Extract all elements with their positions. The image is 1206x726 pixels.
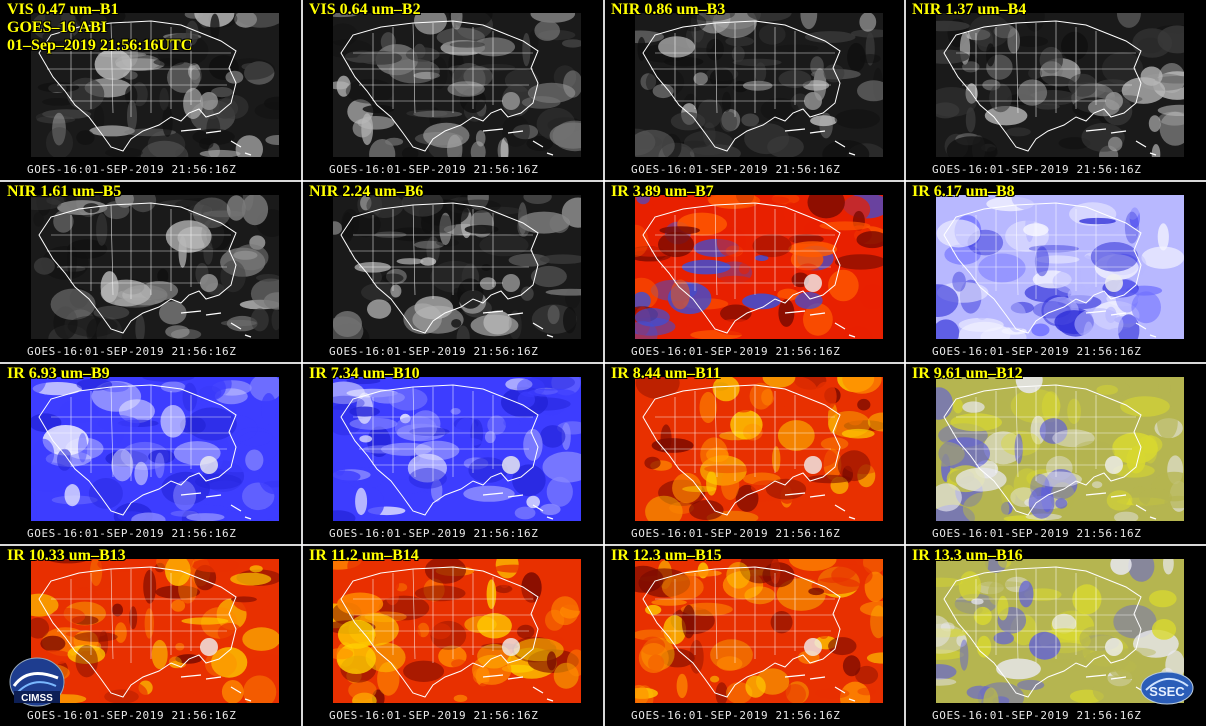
panel-footer-timestamp: GOES-16:01-SEP-2019 21:56:16Z (932, 709, 1142, 722)
band-label: NIR 1.61 um–B5 (7, 183, 122, 200)
band-label: IR 8.44 um–B11 (611, 365, 721, 382)
satellite-image (31, 377, 279, 521)
band-label: VIS 0.47 um–B1 (7, 1, 119, 18)
satellite-image (936, 13, 1184, 157)
panel-footer-timestamp: GOES-16:01-SEP-2019 21:56:16Z (932, 345, 1142, 358)
satellite-panel: NIR 1.37 um–B4 GOES-16:01-SEP-2019 21:56:… (906, 1, 1204, 179)
satellite-panel: IR 7.34 um–B10 GOES-16:01-SEP-2019 21:56:… (303, 365, 601, 543)
panel-footer-timestamp: GOES-16:01-SEP-2019 21:56:16Z (932, 527, 1142, 540)
satellite-image (635, 377, 883, 521)
svg-text:SSEC: SSEC (1149, 684, 1185, 699)
panel-footer-timestamp: GOES-16:01-SEP-2019 21:56:16Z (27, 527, 237, 540)
panel-divider (301, 0, 303, 726)
satellite-image (635, 195, 883, 339)
band-label: IR 12.3 um–B15 (611, 547, 722, 564)
panel-footer-timestamp: GOES-16:01-SEP-2019 21:56:16Z (631, 345, 841, 358)
panel-footer-timestamp: GOES-16:01-SEP-2019 21:56:16Z (932, 163, 1142, 176)
panel-footer-timestamp: GOES-16:01-SEP-2019 21:56:16Z (631, 709, 841, 722)
satellite-image (333, 559, 581, 703)
satellite-panel: NIR 1.61 um–B5 GOES-16:01-SEP-2019 21:56:… (1, 183, 299, 361)
satellite-panel: IR 11.2 um–B14 GOES-16:01-SEP-2019 21:56:… (303, 547, 601, 725)
panel-footer-timestamp: GOES-16:01-SEP-2019 21:56:16Z (329, 163, 539, 176)
panel-footer-timestamp: GOES-16:01-SEP-2019 21:56:16Z (329, 345, 539, 358)
satellite-name-label: GOES–16 ABI (7, 19, 108, 36)
satellite-image (936, 195, 1184, 339)
satellite-image (635, 13, 883, 157)
satellite-panel: IR 6.17 um–B8 GOES-16:01-SEP-2019 21:56:1… (906, 183, 1204, 361)
band-label: IR 6.17 um–B8 (912, 183, 1015, 200)
band-label: NIR 0.86 um–B3 (611, 1, 726, 18)
cimss-logo: CIMSS (8, 656, 66, 708)
satellite-panel: IR 6.93 um–B9 GOES-16:01-SEP-2019 21:56:1… (1, 365, 299, 543)
satellite-panel: IR 13.3 um–B16 GOES-16:01-SEP-2019 21:56:… (906, 547, 1204, 725)
panel-footer-timestamp: GOES-16:01-SEP-2019 21:56:16Z (329, 527, 539, 540)
satellite-panel: VIS 0.64 um–B2 GOES-16:01-SEP-2019 21:56:… (303, 1, 601, 179)
satellite-panel: IR 12.3 um–B15 GOES-16:01-SEP-2019 21:56:… (605, 547, 903, 725)
svg-text:CIMSS: CIMSS (21, 693, 53, 704)
panel-divider (603, 0, 605, 726)
panel-footer-timestamp: GOES-16:01-SEP-2019 21:56:16Z (27, 163, 237, 176)
timestamp-label: 01–Sep–2019 21:56:16UTC (7, 37, 193, 54)
band-label: IR 13.3 um–B16 (912, 547, 1023, 564)
satellite-panel: NIR 0.86 um–B3 GOES-16:01-SEP-2019 21:56:… (605, 1, 903, 179)
panel-footer-timestamp: GOES-16:01-SEP-2019 21:56:16Z (27, 345, 237, 358)
satellite-panel: IR 3.89 um–B7 GOES-16:01-SEP-2019 21:56:1… (605, 183, 903, 361)
satellite-panel: IR 8.44 um–B11 GOES-16:01-SEP-2019 21:56:… (605, 365, 903, 543)
satellite-panel: NIR 2.24 um–B6 GOES-16:01-SEP-2019 21:56:… (303, 183, 601, 361)
panel-footer-timestamp: GOES-16:01-SEP-2019 21:56:16Z (631, 527, 841, 540)
satellite-image (31, 13, 279, 157)
ssec-logo: SSEC (1138, 666, 1196, 706)
satellite-image (333, 13, 581, 157)
satellite-image (31, 195, 279, 339)
band-label: IR 9.61 um–B12 (912, 365, 1023, 382)
band-label: IR 3.89 um–B7 (611, 183, 714, 200)
band-label: IR 6.93 um–B9 (7, 365, 110, 382)
panel-footer-timestamp: GOES-16:01-SEP-2019 21:56:16Z (329, 709, 539, 722)
band-label: NIR 1.37 um–B4 (912, 1, 1027, 18)
band-label: IR 11.2 um–B14 (309, 547, 419, 564)
satellite-panel: IR 9.61 um–B12 GOES-16:01-SEP-2019 21:56:… (906, 365, 1204, 543)
band-label: VIS 0.64 um–B2 (309, 1, 421, 18)
satellite-image (333, 195, 581, 339)
satellite-image (936, 377, 1184, 521)
panel-divider (904, 0, 906, 726)
band-label: IR 7.34 um–B10 (309, 365, 420, 382)
satellite-image (936, 559, 1184, 703)
panel-footer-timestamp: GOES-16:01-SEP-2019 21:56:16Z (631, 163, 841, 176)
band-label: IR 10.33 um–B13 (7, 547, 126, 564)
satellite-image (31, 559, 279, 703)
band-label: NIR 2.24 um–B6 (309, 183, 424, 200)
satellite-image (333, 377, 581, 521)
satellite-panel: VIS 0.47 um–B1 GOES–16 ABI 01–Sep–2019 21:… (1, 1, 299, 179)
satellite-image (635, 559, 883, 703)
panel-footer-timestamp: GOES-16:01-SEP-2019 21:56:16Z (27, 709, 237, 722)
